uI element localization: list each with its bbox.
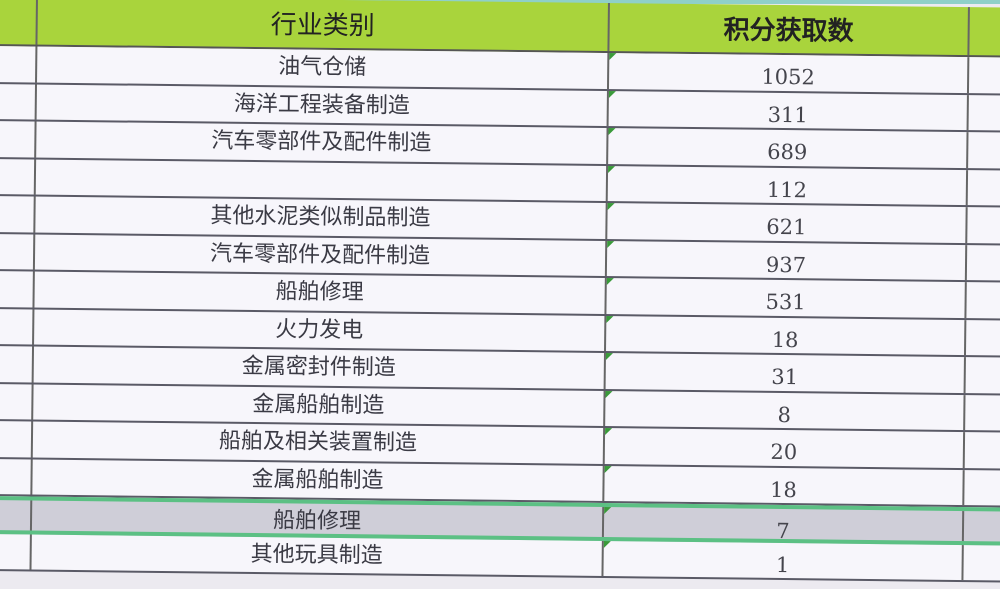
row-gutter[interactable] [0,383,34,420]
row-gutter[interactable] [0,233,36,270]
row-gutter[interactable] [0,420,34,458]
category-cell[interactable]: 汽车零部件及配件制造 [34,234,608,277]
category-cell[interactable]: 金属船舶制造 [32,459,605,502]
empty-cell[interactable] [965,395,1000,431]
points-value: 311 [767,102,808,127]
empty-cell[interactable] [964,511,1000,541]
points-value: 31 [771,364,799,390]
points-value: 531 [765,289,806,315]
column-header-points[interactable]: 积分获取数 [609,3,970,56]
points-cell[interactable]: 18 [604,465,965,506]
category-cell[interactable]: 其他水泥类似制品制造 [35,196,608,239]
points-value: 1 [775,552,790,577]
row-gutter[interactable] [0,270,35,308]
category-cell[interactable]: 船舶及相关装置制造 [32,421,606,464]
category-cell[interactable]: 海洋工程装备制造 [36,84,609,127]
points-value: 8 [777,402,792,427]
text-number-indicator-icon [608,90,616,98]
empty-cell[interactable] [969,57,1000,93]
text-number-indicator-icon [604,465,612,473]
column-header-category[interactable]: 行业类别 [37,0,610,52]
category-cell[interactable]: 其他玩具制造 [31,534,604,576]
points-cell[interactable]: 937 [606,240,968,281]
empty-cell[interactable] [966,357,1000,393]
row-gutter[interactable] [0,533,32,570]
text-number-indicator-icon [605,390,613,398]
points-value: 112 [766,177,808,202]
points-cell[interactable]: 311 [608,90,969,131]
points-value: 18 [771,327,799,352]
text-number-indicator-icon [606,278,614,286]
points-cell[interactable]: 7 [603,507,965,544]
text-number-indicator-icon [606,315,614,323]
points-value: 937 [765,252,807,277]
points-cell[interactable]: 1052 [608,53,970,93]
empty-cell[interactable] [967,245,1000,281]
row-gutter[interactable] [0,158,37,195]
points-value: 689 [767,139,808,165]
empty-cell[interactable] [965,432,1000,468]
text-number-indicator-icon [603,540,611,548]
points-cell[interactable]: 20 [604,428,966,468]
points-cell[interactable]: 8 [605,390,966,431]
category-cell[interactable]: 船舶修理 [34,271,607,314]
category-cell[interactable]: 金属密封件制造 [33,346,606,389]
empty-cell[interactable] [966,282,1000,318]
text-number-indicator-icon [604,507,612,515]
empty-cell[interactable] [968,170,1000,206]
category-cell[interactable]: 火力发电 [34,309,607,352]
row-gutter[interactable] [0,83,38,120]
category-cell[interactable]: 金属船舶制造 [33,384,606,427]
points-cell[interactable]: 31 [605,353,966,393]
category-cell[interactable]: 油气仓储 [37,46,610,89]
text-number-indicator-icon [605,353,613,361]
points-cell[interactable]: 18 [606,315,967,356]
points-value: 20 [770,439,798,465]
points-value: 621 [766,214,807,240]
empty-cell[interactable] [969,95,1000,131]
points-value: 7 [776,518,790,544]
points-cell[interactable]: 1 [603,540,964,581]
text-number-indicator-icon [608,128,616,136]
row-gutter[interactable] [0,345,35,383]
row-gutter[interactable] [0,45,38,83]
points-cell[interactable]: 689 [608,128,969,168]
row-gutter[interactable] [0,120,37,158]
text-number-indicator-icon [609,53,617,61]
row-gutter[interactable] [0,499,33,531]
category-cell[interactable] [35,159,609,202]
table-body: 油气仓储 1052 海洋工程装备制造 311 汽车零部件及配件制造 689 11… [0,45,1000,583]
points-value: 1052 [761,64,815,90]
empty-cell[interactable] [966,320,1000,356]
row-gutter [0,0,38,45]
points-cell[interactable]: 531 [606,278,967,318]
empty-cell[interactable] [967,207,1000,243]
points-value: 18 [769,477,797,502]
text-number-indicator-icon [607,240,615,248]
row-gutter[interactable] [0,195,36,233]
category-cell[interactable]: 船舶修理 [31,500,605,537]
row-gutter[interactable] [0,458,33,495]
points-cell[interactable]: 112 [607,165,969,206]
text-number-indicator-icon [608,165,616,173]
row-gutter[interactable] [0,308,35,345]
points-cell[interactable]: 621 [607,203,968,243]
text-number-indicator-icon [607,203,615,211]
empty-cell[interactable] [968,132,1000,168]
category-cell[interactable]: 汽车零部件及配件制造 [36,121,609,164]
text-number-indicator-icon [605,428,613,436]
empty-cell[interactable] [964,470,1000,506]
